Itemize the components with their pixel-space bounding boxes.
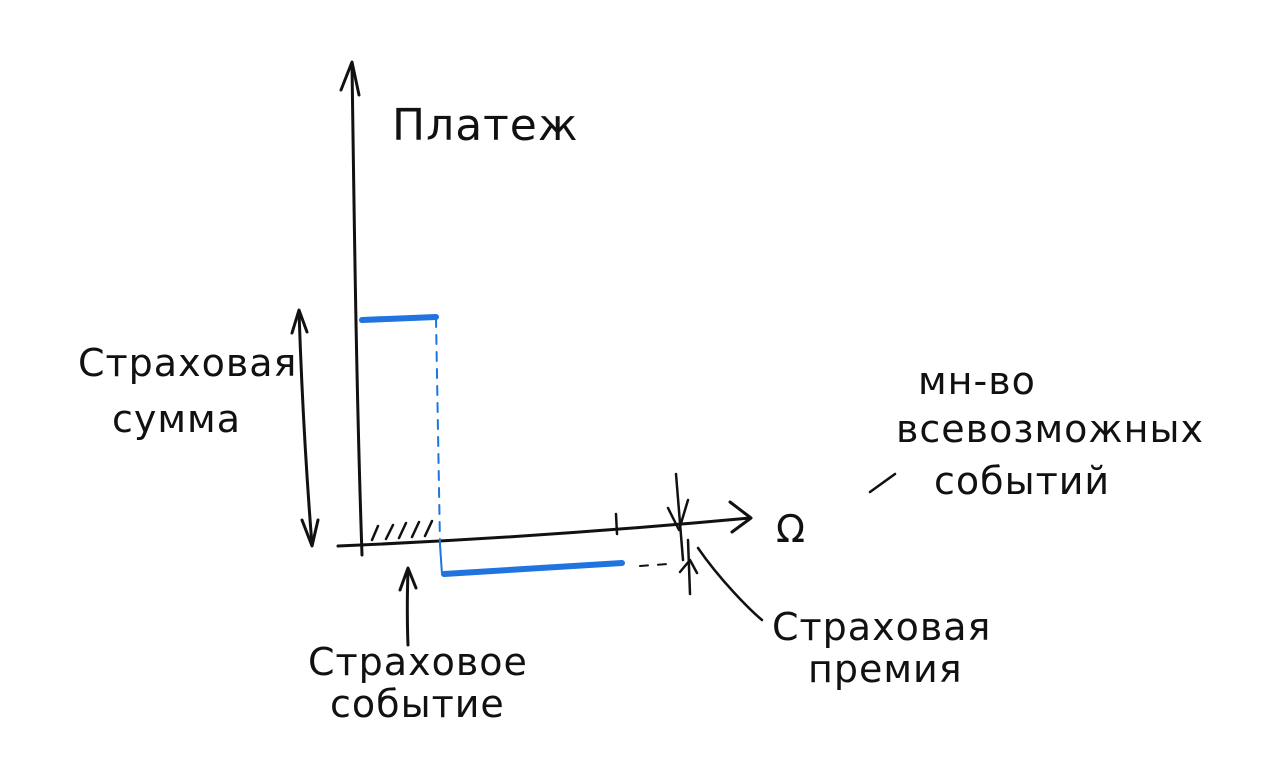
set-label-line2: всевозможных bbox=[896, 407, 1204, 451]
premium-level bbox=[439, 544, 669, 577]
sum-measure-arrow bbox=[290, 308, 320, 548]
sum-label-line2: сумма bbox=[112, 397, 241, 441]
premium-label-line2: премия bbox=[808, 647, 963, 691]
omega-symbol: Ω bbox=[776, 507, 806, 551]
event-label-line2: событие bbox=[330, 682, 505, 726]
event-label-line1: Страховое bbox=[308, 640, 528, 684]
sum-label-line1: Страховая bbox=[78, 341, 297, 385]
x-axis-tick bbox=[614, 512, 619, 536]
premium-label-line1: Страховая bbox=[772, 605, 991, 649]
set-pointer-line bbox=[868, 472, 897, 494]
y-axis-label: Платеж bbox=[392, 100, 579, 151]
event-interval-hatch bbox=[370, 519, 434, 542]
event-arrow bbox=[398, 566, 418, 647]
y-axis bbox=[339, 60, 364, 557]
set-label-line1: мн-во bbox=[918, 359, 1036, 403]
x-axis-tick bbox=[674, 472, 685, 562]
premium-measure bbox=[678, 538, 764, 622]
set-label-line3: событий bbox=[934, 459, 1110, 503]
payment-level bbox=[359, 314, 441, 546]
x-axis bbox=[336, 472, 753, 562]
